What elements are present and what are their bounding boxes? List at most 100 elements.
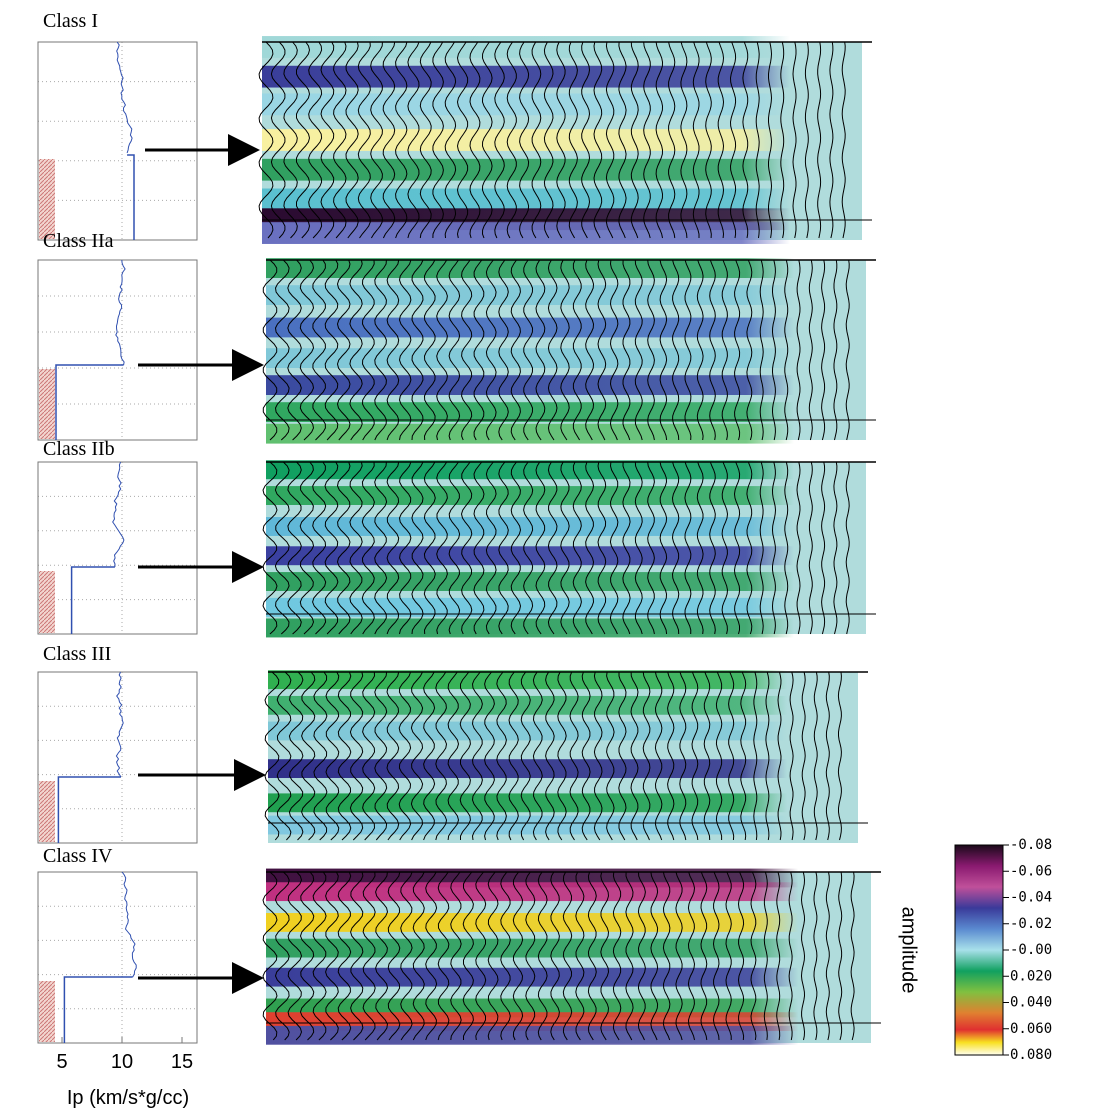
wiggle-trace <box>456 41 469 239</box>
wiggle-trace <box>622 461 631 635</box>
wiggle-trace <box>473 259 485 441</box>
wiggle-trace <box>320 41 335 239</box>
wiggle-trace <box>336 461 351 635</box>
class-label: Class IIa <box>43 230 114 252</box>
band <box>266 402 866 422</box>
wiggle-trace <box>471 671 483 841</box>
wiggle-trace <box>531 41 542 239</box>
wiggle-trace <box>512 871 524 1041</box>
wiggle-trace <box>308 41 323 239</box>
band <box>268 759 858 779</box>
colorbar-tick-label: -0.02 <box>1010 916 1052 932</box>
wiggle-trace <box>370 41 383 239</box>
wiggle-trace <box>447 671 460 841</box>
class-label: Class IV <box>43 845 113 867</box>
band <box>262 36 862 58</box>
wiggle-trace <box>312 259 326 441</box>
colorbar-tick-label: -0.06 <box>1010 863 1052 879</box>
wiggle-trace <box>485 461 497 635</box>
wiggle-trace <box>634 461 643 635</box>
wiggle-trace <box>784 259 789 441</box>
wiggle-trace <box>825 671 830 841</box>
wiggle-trace <box>547 461 558 635</box>
log-plot <box>37 871 198 1044</box>
wiggle-trace <box>398 461 412 635</box>
wiggle-trace <box>469 41 481 239</box>
wiggle-trace <box>349 259 363 441</box>
wiggle-trace <box>784 461 789 635</box>
wiggle-trace <box>357 41 371 239</box>
wiggle-trace <box>729 41 737 239</box>
wiggle-trace <box>740 671 747 841</box>
wiggle-trace <box>668 41 676 239</box>
wiggle-trace <box>498 461 509 635</box>
wiggle-trace <box>838 871 843 1041</box>
wiggle-trace <box>550 871 560 1041</box>
wiggle-trace <box>312 461 327 635</box>
wiggle-trace <box>535 259 546 441</box>
band <box>262 222 862 244</box>
wiggle-trace <box>667 671 675 841</box>
colorbar <box>954 844 1004 1056</box>
wiggle-trace <box>494 41 505 239</box>
wiggle-trace <box>387 871 401 1041</box>
wiggle-trace <box>545 671 555 841</box>
wiggle-trace <box>679 671 687 841</box>
wiggle-trace <box>768 41 773 239</box>
wiggle-trace <box>410 671 424 841</box>
wiggle-trace <box>510 259 521 441</box>
wiggle-trace <box>412 871 425 1041</box>
wiggle-trace <box>585 461 595 635</box>
wiggle-trace <box>605 41 615 239</box>
wiggle-trace <box>691 671 699 841</box>
wiggle-trace <box>374 461 388 635</box>
wiggle-trace <box>833 461 838 635</box>
wiggle-trace <box>813 871 818 1041</box>
x-axis-label: Ip (km/s*g/cc) <box>67 1087 189 1109</box>
wiggle-trace <box>765 671 770 841</box>
wiggle-trace <box>672 259 680 441</box>
wiggle-trace <box>733 461 741 635</box>
wiggle-trace <box>262 259 278 441</box>
lower-layer <box>39 571 55 633</box>
wiggle-trace <box>423 461 436 635</box>
wiggle-trace <box>841 41 846 239</box>
ip-step <box>57 776 121 843</box>
wiggle-trace <box>450 871 462 1041</box>
wiggle-trace <box>299 461 315 635</box>
wiggle-trace <box>742 41 749 239</box>
wiggle-trace <box>337 671 352 841</box>
wiggle-trace <box>650 871 659 1041</box>
frame <box>37 671 198 844</box>
wiggle-trace <box>258 41 274 239</box>
wiggle-trace <box>264 671 280 841</box>
band <box>266 258 866 278</box>
wiggle-trace <box>845 259 850 441</box>
wiggle-trace <box>510 461 522 635</box>
band <box>266 423 866 444</box>
wiggle-trace <box>500 871 511 1041</box>
wiggle-trace <box>386 671 400 841</box>
arrow-head <box>228 134 260 166</box>
wiggle-trace <box>759 461 764 635</box>
wiggle-trace <box>299 871 315 1041</box>
wiggle-trace <box>746 461 753 635</box>
band <box>266 460 866 480</box>
wiggle-trace <box>717 41 725 239</box>
wiggle-trace <box>572 461 582 635</box>
wiggle-trace <box>796 259 801 441</box>
band <box>266 1025 871 1045</box>
gather <box>262 258 876 444</box>
wiggle-trace <box>362 671 376 841</box>
wiggle-trace <box>362 871 376 1041</box>
wiggle-trace <box>448 259 461 441</box>
ip-step <box>55 364 124 440</box>
wiggle-trace <box>725 871 732 1040</box>
wiggle-trace <box>746 259 753 441</box>
wiggle-trace <box>771 259 776 441</box>
x-tick-label: 5 <box>56 1051 67 1073</box>
wiggle-trace <box>525 871 536 1041</box>
wiggle-trace <box>519 41 530 239</box>
band <box>262 129 862 151</box>
wiggle-trace <box>800 871 806 1041</box>
